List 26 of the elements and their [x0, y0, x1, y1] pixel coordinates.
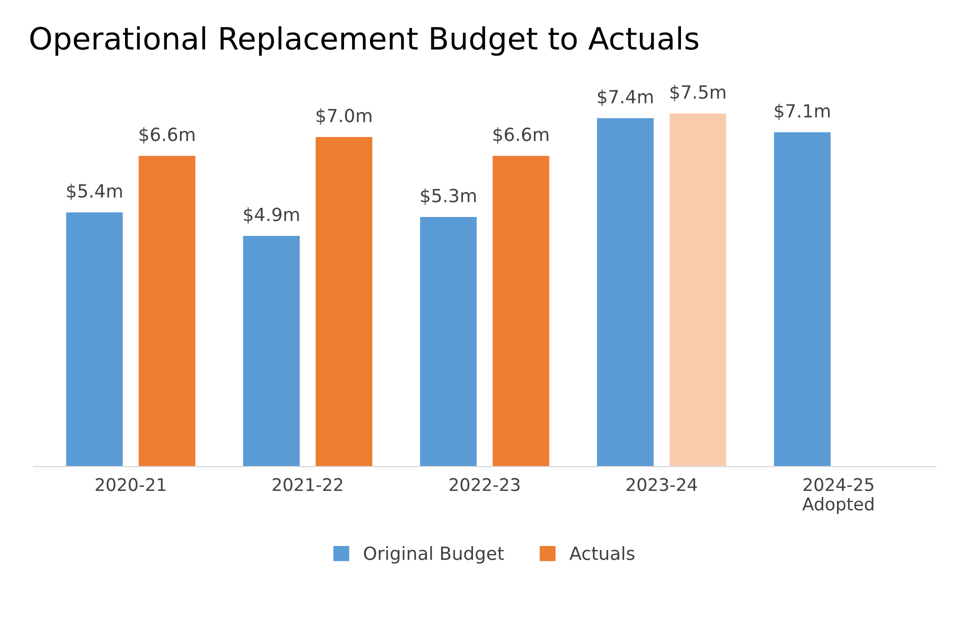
data-label: $5.3m	[420, 188, 476, 205]
data-label: $4.9m	[244, 207, 299, 224]
data-label: $6.6m	[494, 127, 548, 144]
data-label: $7.5m	[670, 84, 726, 102]
data-label: $7.4m	[598, 90, 653, 106]
bar	[670, 113, 726, 467]
x-tick-label: 2020-21	[96, 478, 166, 492]
x-tick-label: 2021-22	[272, 478, 342, 492]
bar	[138, 156, 196, 467]
legend-label: Actuals	[569, 546, 634, 560]
data-label: $5.4m	[67, 184, 122, 200]
x-tick-label: 2024-25 Adopted	[802, 478, 874, 514]
legend-label: Original Budget	[364, 546, 504, 564]
x-tick-label: 2023-24	[626, 478, 697, 492]
bar	[597, 118, 654, 467]
bar	[316, 136, 372, 467]
bar	[492, 156, 550, 467]
x-tick-label: 2022-23	[450, 478, 520, 492]
bar	[66, 212, 123, 467]
data-label: $7.1m	[774, 104, 830, 120]
bar	[420, 217, 477, 467]
data-label: $7.0m	[316, 108, 372, 125]
bar	[774, 132, 831, 467]
bar	[243, 236, 300, 467]
chart-title: Operational Replacement Budget to Actuals	[30, 26, 698, 56]
data-label: $6.6m	[140, 127, 194, 144]
